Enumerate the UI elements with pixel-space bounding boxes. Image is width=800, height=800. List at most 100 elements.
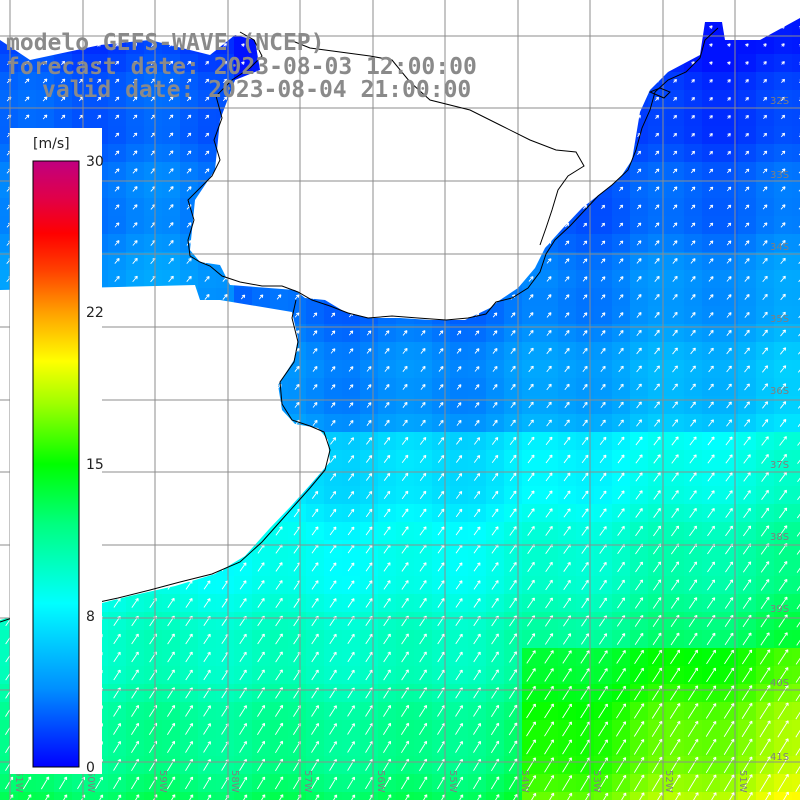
wind-arrow — [599, 454, 607, 464]
wind-arrow — [711, 792, 717, 800]
wind-arrow — [294, 401, 300, 408]
wind-arrow — [491, 454, 499, 463]
wind-arrow — [763, 114, 768, 120]
wind-arrow — [781, 78, 786, 84]
wind-arrow — [419, 436, 427, 445]
wind-arrow — [690, 222, 696, 228]
wind-arrow — [312, 366, 318, 372]
wind-arrow — [778, 596, 788, 610]
wind-arrow — [402, 330, 408, 336]
wind-arrow — [636, 204, 642, 210]
wind-arrow — [455, 776, 464, 790]
wind-arrow — [526, 650, 536, 664]
wind-arrow — [691, 150, 696, 156]
wind-arrow — [796, 513, 800, 519]
wind-arrow — [759, 774, 771, 792]
wind-arrow — [654, 329, 660, 337]
wind-arrow — [672, 150, 678, 156]
wind-arrow — [708, 186, 714, 192]
wind-arrow — [96, 78, 102, 84]
wind-arrow — [706, 632, 716, 646]
wind-arrow — [509, 669, 517, 681]
wind-arrow — [563, 633, 572, 645]
wind-arrow — [420, 365, 426, 372]
wind-arrow — [166, 776, 176, 790]
wind-arrow — [387, 794, 392, 800]
wind-speed-cell — [108, 792, 126, 800]
wind-arrow — [726, 329, 732, 336]
wind-arrow — [635, 472, 643, 482]
wind-arrow — [583, 222, 588, 228]
wind-arrow — [705, 774, 717, 792]
wind-speed-cell — [396, 792, 414, 800]
wind-arrow — [797, 387, 800, 391]
wind-arrow — [510, 312, 516, 318]
wind-arrow — [401, 669, 409, 681]
wind-arrow — [725, 490, 733, 500]
wind-arrow — [544, 685, 554, 701]
wind-arrow — [562, 668, 572, 682]
wind-speed-cell — [702, 792, 720, 800]
wind-arrow — [491, 580, 499, 590]
wind-arrow — [706, 649, 716, 665]
wind-arrow — [762, 204, 768, 210]
wind-arrow — [582, 401, 588, 409]
wind-arrow — [204, 294, 210, 300]
wind-arrow — [580, 757, 590, 773]
wind-arrow — [691, 96, 695, 101]
wind-arrow — [510, 383, 516, 391]
wind-arrow — [419, 669, 427, 681]
wind-arrow — [706, 597, 716, 609]
wind-arrow — [708, 276, 714, 282]
wind-arrow — [22, 776, 32, 790]
wind-arrow — [672, 365, 678, 373]
wind-arrow — [600, 347, 606, 354]
wind-arrow — [763, 61, 767, 65]
wind-speed-cell — [414, 792, 432, 800]
wind-speed-cell — [792, 144, 800, 162]
wind-arrow — [132, 257, 138, 264]
wind-arrow — [419, 651, 427, 663]
wind-arrow — [114, 222, 120, 228]
wind-arrow — [745, 114, 749, 119]
wind-arrow — [563, 472, 571, 482]
wind-arrow — [347, 723, 355, 735]
wind-arrow — [113, 705, 121, 717]
wind-arrow — [366, 419, 372, 426]
wind-arrow — [239, 723, 247, 735]
wind-arrow — [690, 186, 696, 192]
wind-arrow — [690, 329, 696, 337]
wind-arrow — [492, 384, 498, 390]
wind-arrow — [168, 186, 174, 192]
wind-arrow — [615, 774, 627, 791]
wind-arrow — [384, 401, 390, 408]
wind-arrow — [617, 454, 625, 464]
wind-arrow — [690, 312, 696, 318]
wind-arrow — [563, 579, 571, 591]
wind-speed-cell — [792, 540, 800, 558]
wind-speed-cell — [792, 252, 800, 270]
lat-label-37s: 37S — [770, 460, 789, 471]
wind-arrow — [239, 776, 248, 790]
wind-arrow — [96, 96, 102, 102]
wind-arrow — [672, 329, 678, 337]
wind-arrow — [691, 132, 695, 137]
wind-speed-cell — [792, 216, 800, 234]
wind-arrow — [508, 740, 518, 754]
wind-arrow — [741, 649, 753, 665]
wind-arrow — [544, 650, 554, 664]
wind-arrow — [474, 402, 480, 408]
land-area — [0, 0, 800, 620]
wind-arrow — [186, 186, 192, 192]
wind-arrow — [742, 596, 752, 609]
wind-arrow — [670, 597, 680, 609]
wind-arrow — [723, 774, 735, 792]
wind-arrow — [726, 240, 732, 246]
coastline — [187, 27, 719, 321]
wind-arrow — [564, 347, 570, 355]
lat-label-41s: 41S — [770, 752, 789, 763]
wind-arrow — [777, 773, 789, 792]
wind-arrow — [455, 740, 463, 753]
wind-arrow — [544, 703, 554, 719]
wind-arrow — [437, 651, 445, 663]
